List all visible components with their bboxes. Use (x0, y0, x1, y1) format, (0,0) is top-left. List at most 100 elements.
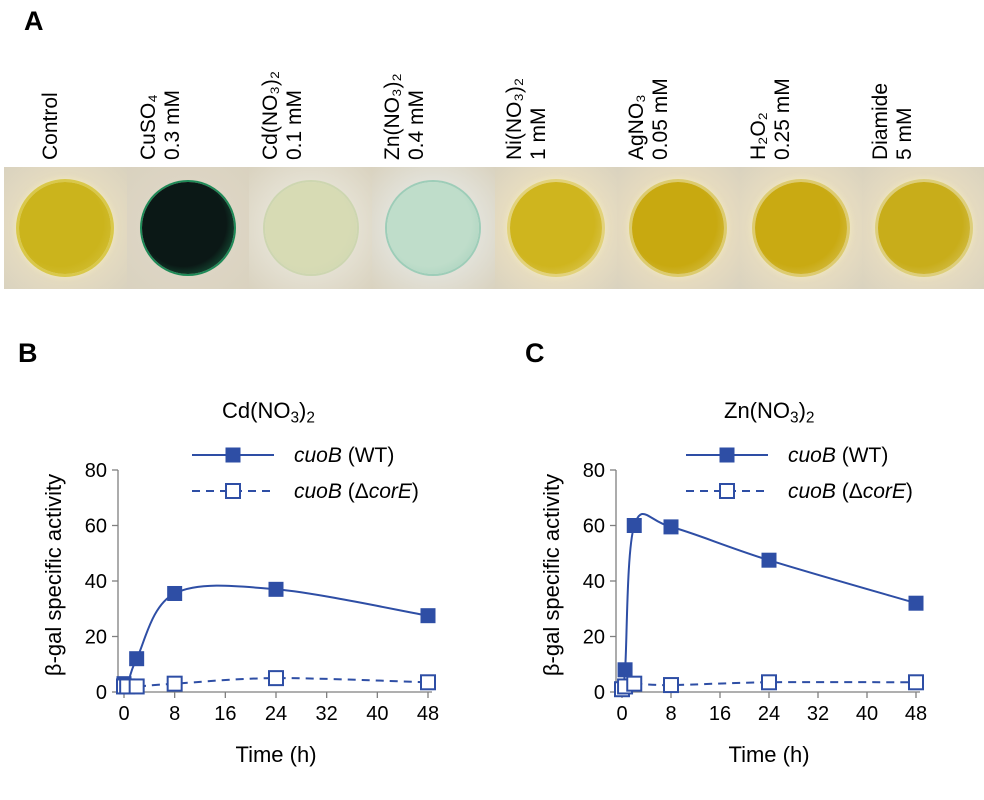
data-point (908, 674, 924, 691)
x-tick-label: 24 (265, 703, 287, 725)
chart-c-title: Zn(NO3)2 (724, 398, 814, 427)
data-point (626, 518, 642, 533)
condition-label: H₂O₂ 0.25 mM (736, 42, 854, 160)
legend-label: cuoB (WT) (788, 444, 888, 467)
data-point (128, 678, 145, 695)
data-point (663, 519, 679, 535)
y-tick-label: 60 (583, 516, 605, 538)
x-tick-label: 16 (214, 703, 236, 725)
y-tick-label: 0 (594, 682, 605, 704)
colony-spot (632, 182, 725, 274)
condition-label: CuSO₄ 0.3 mM (126, 42, 244, 160)
x-axis-label: Time (h) (728, 742, 809, 767)
chart-c: 0 20 40 60 80 0 8 16 24 32 40 48 Time (h) β-gal speci… (539, 444, 927, 767)
plate-well (494, 167, 618, 289)
condition-name: Cd(NO₃)₂ (259, 70, 282, 160)
data-point (663, 677, 679, 694)
condition-name: H₂O₂ (747, 112, 770, 160)
condition-concentration: 0.25 mM (771, 78, 794, 160)
data-point (626, 675, 643, 692)
y-axis-label: β-gal specific activity (539, 474, 564, 676)
y-tick-label: 0 (96, 682, 107, 704)
title-text: Cd(NO (222, 398, 291, 423)
legend-marker (719, 447, 735, 463)
x-tick-label: 8 (169, 703, 180, 725)
chart-b-title: Cd(NO3)2 (222, 398, 315, 427)
y-tick-label: 20 (583, 627, 605, 649)
data-point (761, 674, 777, 691)
series-line (621, 513, 917, 690)
y-tick-label: 80 (583, 460, 605, 482)
data-point (761, 552, 777, 568)
y-tick-label: 20 (85, 627, 107, 649)
legend-marker (719, 483, 735, 499)
plate-well (249, 167, 373, 289)
panel-a-letter: A (24, 6, 44, 36)
condition-name: Diamide (869, 82, 892, 160)
condition-concentration: 1 mM (527, 107, 550, 161)
colony-spot (509, 182, 602, 274)
y-tick-label: 40 (85, 571, 107, 593)
data-point (420, 608, 436, 624)
chart-b: 0 20 40 60 80 0 8 16 24 32 40 48 Time (h) β-gal speci… (41, 444, 439, 767)
condition-label: Cd(NO₃)₂ 0.1 mM (248, 42, 366, 160)
plate-well (126, 167, 250, 289)
colony-spot (264, 182, 357, 274)
title-text: ) (798, 398, 806, 423)
condition-label: Zn(NO₃)₂ 0.4 mM (370, 42, 488, 160)
colony-spot (755, 182, 848, 274)
condition-name: CuSO₄ (137, 94, 160, 160)
legend-marker (225, 447, 241, 463)
condition-label: Diamide 5 mM (858, 42, 976, 160)
data-point (420, 674, 436, 691)
condition-concentration: 0.1 mM (283, 89, 306, 160)
plate-well (4, 167, 128, 289)
y-tick-label: 40 (583, 571, 605, 593)
data-point (268, 581, 284, 597)
title-subscript: 2 (306, 409, 315, 427)
data-point (129, 651, 145, 667)
condition-name: Zn(NO₃)₂ (381, 73, 404, 160)
colony-spot (19, 182, 112, 274)
x-tick-label: 0 (118, 703, 129, 725)
plate-strip (4, 167, 984, 289)
panel-b-letter: B (18, 338, 38, 368)
x-tick-label: 48 (417, 703, 439, 725)
title-text: ) (299, 398, 307, 423)
x-tick-label: 16 (709, 703, 731, 725)
plate-well (739, 167, 863, 289)
panel-c-letter: C (525, 338, 545, 368)
condition-name: Ni(NO₃)₂ (503, 77, 526, 160)
plate-well (862, 167, 984, 289)
title-subscript: 3 (790, 409, 799, 427)
plate-well (371, 167, 495, 289)
x-tick-label: 40 (856, 703, 878, 725)
y-axis-label: β-gal specific activity (41, 474, 66, 676)
x-tick-label: 0 (616, 703, 627, 725)
y-tick-label: 80 (85, 460, 107, 482)
x-tick-label: 32 (316, 703, 338, 725)
x-tick-label: 8 (665, 703, 676, 725)
condition-label: Ni(NO₃)₂ 1 mM (492, 42, 610, 160)
title-text: Zn(NO (724, 398, 790, 423)
condition-concentration: 0.3 mM (161, 89, 184, 160)
legend-label: cuoB (ΔcorE) (788, 480, 913, 503)
legend-label: cuoB (ΔcorE) (294, 480, 419, 503)
y-tick-label: 60 (85, 516, 107, 538)
x-tick-label: 40 (366, 703, 388, 725)
data-point (908, 595, 924, 611)
data-point (617, 662, 633, 678)
legend-label: cuoB (WT) (294, 444, 394, 467)
legend-marker (225, 483, 241, 499)
condition-concentration: 0.05 mM (649, 78, 672, 160)
x-tick-label: 48 (905, 703, 927, 725)
condition-label: AgNO₃ 0.05 mM (614, 42, 732, 160)
title-subscript: 3 (290, 409, 300, 427)
condition-name: Control (39, 92, 62, 160)
colony-spot (387, 182, 480, 274)
condition-label: Control (4, 42, 122, 160)
data-point (167, 585, 183, 601)
condition-concentration: 5 mM (893, 107, 916, 161)
colony-spot (877, 182, 970, 274)
x-tick-label: 32 (807, 703, 829, 725)
